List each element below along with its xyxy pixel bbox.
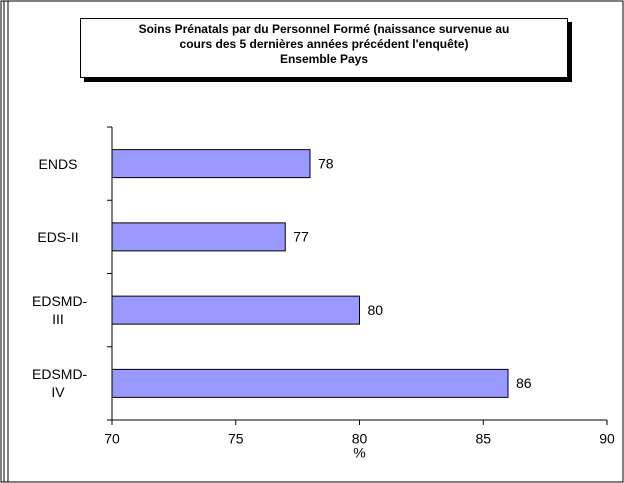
x-tick-label: 90 [599, 431, 615, 447]
bar [111, 295, 360, 325]
value-label: 77 [293, 229, 309, 245]
x-axis-label: % [353, 445, 365, 461]
x-tick-label: 85 [475, 431, 491, 447]
chart-title: Soins Prénatals par du Personnel Formé (… [138, 22, 510, 51]
chart-subtitle: Ensemble Pays [279, 52, 369, 66]
x-tick-label: 80 [352, 431, 368, 447]
x-tick-label: 70 [104, 431, 120, 447]
value-label: 86 [516, 375, 532, 391]
value-label: 80 [368, 302, 384, 318]
x-tick-label: 75 [228, 431, 244, 447]
value-label: 78 [318, 155, 334, 171]
bar [111, 149, 311, 179]
y-tick-label: EDS-II [37, 228, 79, 245]
y-tick-label: ENDS [38, 155, 78, 172]
bar [111, 368, 509, 398]
y-tick-label: EDSMD-III [32, 293, 88, 328]
title-box: Soins Prénatals par du Personnel Formé (… [80, 18, 568, 78]
y-tick-label: EDSMD-IV [32, 366, 88, 401]
bar [111, 222, 286, 252]
